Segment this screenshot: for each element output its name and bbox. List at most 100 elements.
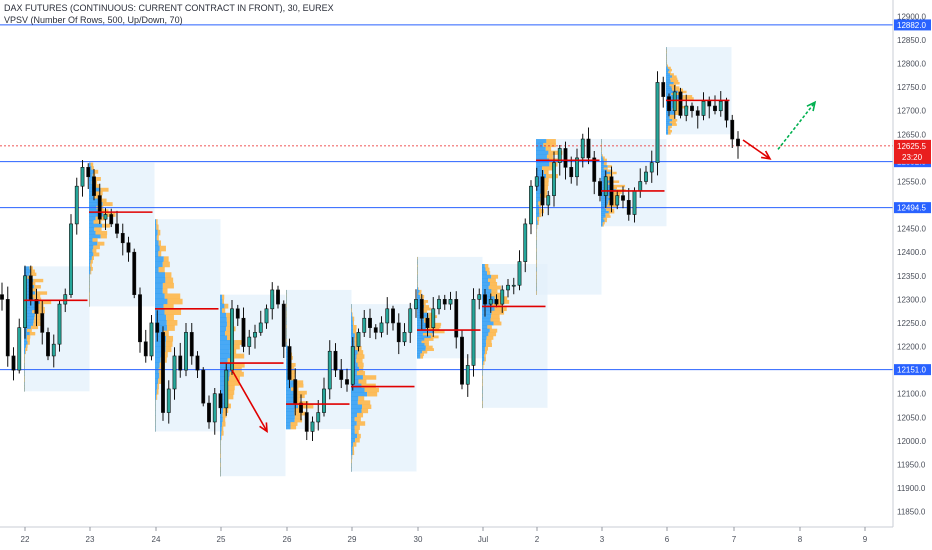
profile-bar-up bbox=[482, 361, 484, 365]
level-tag bbox=[894, 364, 931, 376]
level-tag bbox=[894, 202, 931, 214]
profile-bar-up bbox=[482, 281, 490, 286]
profile-bar-down bbox=[422, 310, 428, 313]
profile-bar-down bbox=[536, 279, 537, 284]
profile-bar-up bbox=[417, 279, 418, 283]
profile-bar-up bbox=[286, 408, 295, 412]
profile-bar-up bbox=[155, 219, 157, 225]
profile-bar-up bbox=[482, 357, 485, 362]
profile-bar-down bbox=[166, 335, 174, 342]
profile-bar-up bbox=[155, 314, 167, 321]
profile-bar-up bbox=[351, 417, 355, 422]
candle-body bbox=[230, 308, 234, 371]
profile-bar-up bbox=[351, 442, 354, 447]
red-arrow-down bbox=[231, 369, 268, 434]
profile-bar-down bbox=[158, 251, 162, 257]
profile-bar-down bbox=[89, 292, 90, 296]
profile-bar-up bbox=[536, 220, 538, 225]
candle-body bbox=[638, 181, 643, 192]
profile-bar-up bbox=[89, 263, 91, 268]
profile-bar-down bbox=[220, 462, 221, 468]
candle-body bbox=[97, 195, 102, 220]
profile-bar-down bbox=[24, 375, 25, 380]
profile-bar-up bbox=[89, 230, 96, 235]
profile-bar-up bbox=[89, 227, 95, 232]
candle-body bbox=[517, 261, 522, 286]
profile-bar-up bbox=[286, 404, 299, 409]
profile-bar-down bbox=[89, 299, 90, 304]
profile-bar-down bbox=[30, 288, 37, 292]
profile-bar-up bbox=[601, 141, 602, 144]
profile-bar-up bbox=[601, 139, 602, 142]
profile-bar-down bbox=[671, 86, 680, 89]
profile-bar-down bbox=[417, 269, 418, 273]
profile-bar-down bbox=[290, 376, 295, 381]
profile-bar-up bbox=[155, 319, 167, 326]
profile-bar-up bbox=[286, 411, 295, 416]
profile-bar-down bbox=[162, 261, 170, 268]
profile-bar-down bbox=[354, 425, 360, 430]
x-tick-label: 29 bbox=[348, 535, 357, 544]
candle-body bbox=[207, 402, 211, 423]
profile-bar-down bbox=[484, 353, 486, 358]
profile-bar-down bbox=[91, 256, 94, 260]
profile-bar-up bbox=[536, 166, 543, 171]
profile-bar-up bbox=[220, 326, 227, 332]
profile-bar-down bbox=[482, 404, 483, 409]
candle-body bbox=[23, 275, 27, 328]
y-tick-label: 12750.0 bbox=[897, 83, 926, 92]
profile-bar-down bbox=[356, 354, 365, 359]
profile-bar-up bbox=[417, 292, 419, 296]
profile-bar-down bbox=[220, 453, 221, 459]
profile-bar-up bbox=[351, 400, 358, 405]
profile-bar-down bbox=[539, 212, 542, 218]
y-tick-label: 12850.0 bbox=[897, 36, 926, 45]
volume-profiles bbox=[24, 47, 732, 477]
profile-bar-down bbox=[362, 404, 372, 410]
y-tick-label: 12050.0 bbox=[897, 413, 926, 422]
profile-bar-down bbox=[157, 383, 159, 390]
profile-bar-up bbox=[536, 185, 541, 190]
profile-bar-down bbox=[231, 344, 240, 350]
profile-bar-down bbox=[352, 320, 354, 326]
profile-bar-down bbox=[666, 51, 667, 54]
profile-bar-up bbox=[286, 296, 287, 301]
profile-bar-down bbox=[222, 412, 227, 418]
candle-body bbox=[586, 138, 591, 159]
profile-bar-down bbox=[668, 71, 671, 74]
profile-bar-up bbox=[89, 252, 94, 257]
profile-bar-up bbox=[220, 335, 228, 341]
candle-body bbox=[11, 355, 16, 371]
profile-bar-up bbox=[417, 350, 423, 354]
profile-bar-down bbox=[298, 404, 314, 409]
profile-bar-up bbox=[601, 167, 604, 170]
profile-bar-up bbox=[24, 294, 32, 298]
profile-bar-down bbox=[669, 116, 676, 120]
profile-bar-down bbox=[670, 79, 679, 83]
y-tick-label: 11950.0 bbox=[897, 460, 926, 469]
profile-bar-down bbox=[30, 281, 36, 286]
profile-bar-down bbox=[487, 325, 492, 330]
candle-body bbox=[690, 105, 694, 112]
profile-bar-up bbox=[155, 266, 159, 273]
profile-bar-down bbox=[294, 408, 300, 412]
profile-bar-up bbox=[666, 68, 670, 72]
profile-bar-up bbox=[220, 294, 223, 300]
profile-bar-up bbox=[536, 193, 541, 198]
profile-bar-up bbox=[89, 223, 103, 228]
profile-bar-up bbox=[155, 383, 158, 390]
profile-bar-up bbox=[24, 328, 28, 333]
profile-bar-down bbox=[225, 394, 234, 400]
profile-bar-up bbox=[351, 391, 368, 397]
profile-bar-down bbox=[485, 267, 490, 272]
profile-bar-down bbox=[95, 230, 108, 235]
profile-bar-down bbox=[430, 335, 439, 339]
y-tick-label: 12400.0 bbox=[897, 248, 926, 257]
profile-bar-down bbox=[601, 154, 603, 157]
profile-bar-down bbox=[294, 418, 303, 423]
profile-bar-up bbox=[417, 343, 425, 346]
profile-bar-up bbox=[666, 116, 670, 120]
